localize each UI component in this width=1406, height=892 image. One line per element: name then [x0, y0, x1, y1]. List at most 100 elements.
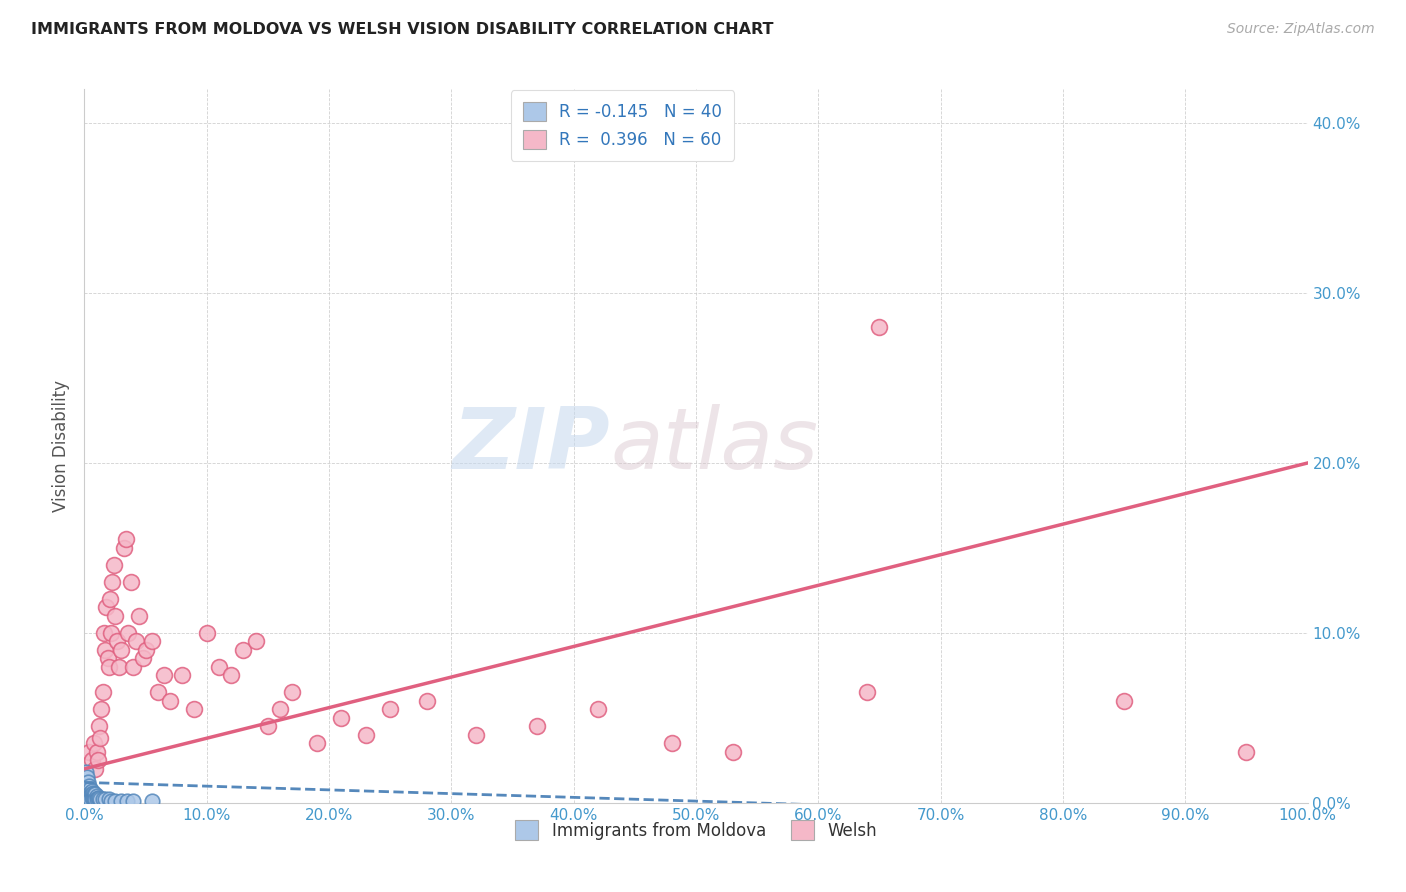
Point	[856, 685, 879, 699]
Point	[245, 634, 267, 648]
Point	[110, 643, 132, 657]
Point	[330, 711, 353, 725]
Point	[128, 608, 150, 623]
Point	[79, 792, 101, 806]
Point	[82, 786, 104, 800]
Point	[83, 790, 105, 805]
Point	[101, 574, 124, 589]
Point	[110, 794, 132, 808]
Point	[281, 685, 304, 699]
Point	[146, 685, 169, 699]
Y-axis label: Vision Disability: Vision Disability	[52, 380, 70, 512]
Point	[122, 660, 145, 674]
Point	[83, 787, 105, 801]
Point	[96, 600, 118, 615]
Text: IMMIGRANTS FROM MOLDOVA VS WELSH VISION DISABILITY CORRELATION CHART: IMMIGRANTS FROM MOLDOVA VS WELSH VISION …	[31, 22, 773, 37]
Point	[93, 626, 115, 640]
Point	[115, 794, 138, 808]
Point	[79, 786, 101, 800]
Point	[77, 782, 100, 797]
Point	[77, 779, 100, 793]
Point	[79, 789, 101, 803]
Point	[77, 790, 100, 805]
Point	[75, 779, 97, 793]
Point	[117, 626, 139, 640]
Point	[1114, 694, 1136, 708]
Point	[80, 753, 103, 767]
Point	[77, 786, 100, 800]
Point	[105, 634, 128, 648]
Point	[77, 790, 100, 805]
Point	[464, 728, 486, 742]
Point	[219, 668, 242, 682]
Point	[91, 792, 114, 806]
Point	[103, 558, 125, 572]
Point	[115, 533, 138, 547]
Point	[77, 745, 100, 759]
Point	[107, 660, 129, 674]
Point	[354, 728, 377, 742]
Point	[87, 790, 110, 805]
Point	[183, 702, 205, 716]
Text: Source: ZipAtlas.com: Source: ZipAtlas.com	[1227, 22, 1375, 37]
Point	[380, 702, 402, 716]
Point	[87, 719, 110, 733]
Point	[90, 702, 112, 716]
Point	[141, 794, 163, 808]
Point	[416, 694, 439, 708]
Point	[586, 702, 609, 716]
Point	[97, 792, 120, 806]
Point	[79, 782, 101, 797]
Point	[87, 790, 110, 805]
Point	[120, 574, 142, 589]
Point	[84, 792, 107, 806]
Point	[269, 702, 291, 716]
Point	[104, 608, 127, 623]
Point	[132, 651, 155, 665]
Text: ZIP: ZIP	[453, 404, 610, 488]
Point	[89, 792, 111, 806]
Point	[91, 685, 114, 699]
Point	[661, 736, 683, 750]
Point	[135, 643, 157, 657]
Point	[80, 787, 103, 801]
Point	[97, 660, 120, 674]
Point	[195, 626, 218, 640]
Point	[86, 789, 108, 803]
Point	[76, 770, 98, 784]
Point	[305, 736, 328, 750]
Point	[83, 736, 105, 750]
Point	[153, 668, 176, 682]
Point	[84, 762, 107, 776]
Point	[94, 643, 117, 657]
Point	[75, 765, 97, 780]
Point	[76, 782, 98, 797]
Point	[89, 731, 111, 746]
Point	[208, 660, 231, 674]
Point	[141, 634, 163, 648]
Point	[869, 320, 891, 334]
Point	[77, 775, 100, 789]
Point	[87, 753, 110, 767]
Point	[94, 792, 117, 806]
Point	[526, 719, 548, 733]
Point	[76, 789, 98, 803]
Point	[86, 745, 108, 759]
Point	[257, 719, 280, 733]
Point	[721, 745, 744, 759]
Point	[98, 591, 121, 606]
Point	[86, 792, 108, 806]
Point	[112, 541, 135, 555]
Point	[75, 787, 97, 801]
Point	[77, 787, 100, 801]
Point	[122, 794, 145, 808]
Point	[84, 787, 107, 801]
Text: atlas: atlas	[610, 404, 818, 488]
Point	[80, 784, 103, 798]
Legend: Immigrants from Moldova, Welsh: Immigrants from Moldova, Welsh	[506, 812, 886, 848]
Point	[125, 634, 148, 648]
Point	[97, 651, 120, 665]
Point	[172, 668, 194, 682]
Point	[82, 790, 104, 805]
Point	[104, 794, 127, 808]
